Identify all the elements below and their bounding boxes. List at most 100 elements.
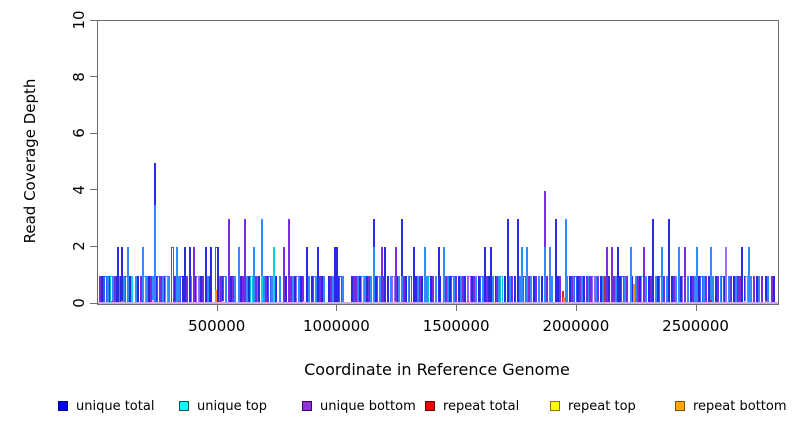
bar: [364, 275, 366, 304]
bar: [258, 275, 261, 304]
bar: [228, 219, 230, 304]
bar: [353, 275, 358, 304]
bar: [657, 275, 660, 304]
bar: [383, 275, 386, 304]
bar: [470, 275, 473, 304]
bar: [518, 275, 521, 304]
bar: [150, 275, 153, 304]
bar: [492, 275, 495, 304]
bar: [261, 219, 264, 304]
legend-swatch-icon: [58, 401, 68, 411]
bar: [554, 219, 557, 304]
bar: [573, 275, 575, 304]
bar: [692, 275, 694, 304]
bar: [292, 275, 295, 304]
legend-label: repeat total: [443, 398, 520, 414]
bar: [148, 275, 151, 304]
legend-label: repeat bottom: [693, 398, 787, 414]
x-tick-mark: [456, 304, 458, 311]
bar: [488, 275, 490, 304]
bar: [530, 275, 533, 304]
bar: [665, 275, 668, 304]
bar: [152, 275, 155, 304]
bar: [407, 275, 410, 304]
y-tick-mark: [90, 19, 97, 21]
bar: [611, 247, 614, 304]
bar: [579, 275, 581, 304]
bar: [684, 247, 687, 304]
bar: [216, 247, 219, 304]
bar: [267, 275, 269, 304]
bar: [192, 247, 195, 304]
bar: [645, 275, 648, 304]
bar: [426, 275, 429, 304]
legend-swatch-icon: [179, 401, 189, 411]
bar: [506, 219, 509, 304]
bar: [158, 275, 163, 304]
bar: [680, 275, 682, 304]
bar: [475, 275, 478, 304]
bar: [306, 247, 308, 304]
bar: [302, 275, 305, 304]
y-tick-label: 4: [70, 185, 88, 195]
bar: [434, 275, 437, 304]
bar: [153, 205, 156, 304]
bar: [755, 275, 758, 304]
legend-swatch-icon: [425, 401, 435, 411]
bar: [398, 275, 401, 304]
bar: [190, 275, 193, 304]
bar: [298, 275, 301, 304]
bar: [710, 247, 712, 304]
bar: [403, 275, 405, 304]
bar: [698, 275, 700, 304]
y-tick-label: 6: [70, 128, 88, 138]
bar: [773, 275, 776, 304]
x-tick-mark: [216, 304, 218, 311]
bar: [321, 275, 324, 304]
bar: [490, 247, 493, 304]
bar: [509, 275, 512, 304]
bar: [496, 275, 499, 304]
bar: [333, 247, 336, 304]
x-tick-label: 1500000: [422, 317, 490, 335]
bar: [702, 275, 705, 304]
bar: [545, 275, 548, 304]
bar: [202, 275, 205, 304]
bar: [587, 275, 590, 304]
bar: [636, 275, 639, 304]
bar: [335, 247, 338, 304]
legend-swatch-icon: [302, 401, 312, 411]
bar: [275, 275, 278, 304]
bar: [111, 275, 114, 304]
y-axis-title: Read Coverage Depth: [21, 78, 39, 244]
bar: [535, 275, 538, 304]
bar: [130, 275, 133, 304]
bar: [285, 275, 288, 304]
bar: [252, 247, 255, 304]
bar: [753, 275, 756, 304]
y-tick-label: 10: [70, 10, 88, 30]
y-tick-mark: [90, 132, 97, 134]
bar: [163, 275, 166, 304]
bar: [146, 275, 149, 304]
bar: [294, 275, 297, 304]
bar: [432, 275, 435, 304]
bar: [727, 275, 730, 304]
bar: [214, 289, 217, 304]
bar: [379, 275, 382, 304]
y-tick-mark: [90, 189, 97, 191]
bar: [482, 275, 484, 304]
bar: [693, 275, 696, 304]
bar: [330, 275, 332, 304]
bar: [689, 275, 692, 304]
bar: [717, 275, 720, 304]
y-tick-mark: [90, 302, 97, 304]
bar: [761, 275, 764, 304]
legend-item: repeat top: [550, 398, 636, 414]
bar: [643, 247, 646, 304]
y-tick-mark: [90, 245, 97, 247]
bar: [464, 275, 467, 304]
bar: [725, 247, 727, 304]
bar: [368, 275, 371, 304]
bar: [217, 275, 220, 304]
